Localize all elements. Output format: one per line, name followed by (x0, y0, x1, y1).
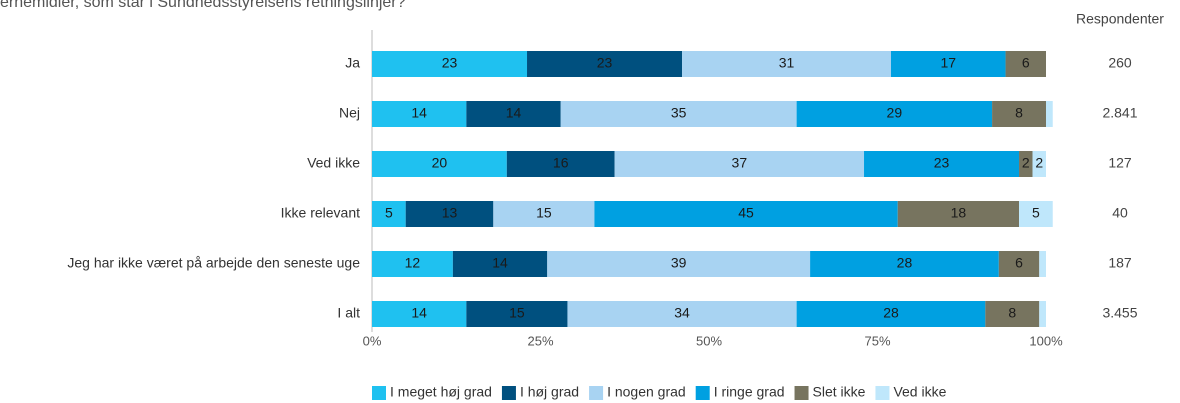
category-label: Jeg har ikke været på arbejde den senest… (67, 255, 360, 271)
bar-segment (466, 301, 568, 327)
legend-label: I nogen grad (607, 384, 686, 400)
x-tick-label: 50% (696, 333, 722, 348)
bar-segment (1005, 51, 1046, 77)
data-label: 23 (442, 55, 458, 71)
data-label: 20 (432, 155, 448, 171)
bar-segment (1019, 201, 1053, 227)
bar-segment (372, 101, 467, 127)
bar-segment (506, 151, 615, 177)
bar-segment (1019, 151, 1033, 177)
respondents-value: 40 (1112, 205, 1128, 221)
data-label: 15 (536, 205, 552, 221)
data-label: 5 (1032, 205, 1040, 221)
bar-segment (1046, 101, 1053, 127)
data-label: 14 (492, 255, 508, 271)
bar-segment (1032, 151, 1046, 177)
legend-label: I meget høj grad (390, 384, 492, 400)
bar-segment (897, 201, 1020, 227)
data-label: 28 (897, 255, 913, 271)
bar-segment (493, 201, 595, 227)
data-label: 29 (887, 105, 903, 121)
data-label: 39 (671, 255, 687, 271)
legend-label: Ved ikke (893, 384, 946, 400)
data-label: 8 (1008, 305, 1016, 321)
bar-segment (992, 101, 1046, 127)
category-label: I alt (337, 305, 360, 321)
bar-segment (985, 301, 1040, 327)
data-label: 14 (411, 305, 427, 321)
data-label: 15 (509, 305, 525, 321)
bar-segment (614, 151, 865, 177)
data-label: 12 (405, 255, 421, 271)
legend-label: I høj grad (520, 384, 579, 400)
data-label: 18 (951, 205, 967, 221)
bar-segment (594, 201, 898, 227)
legend-swatch (501, 386, 516, 400)
bar-segment (547, 251, 811, 277)
x-tick-label: 75% (864, 333, 890, 348)
bar-segment (796, 101, 993, 127)
data-label: 17 (940, 55, 956, 71)
bar-segment (998, 251, 1040, 277)
bar-segment (1039, 251, 1046, 277)
respondents-value: 3.455 (1102, 305, 1137, 321)
respondents-value: 260 (1108, 55, 1132, 71)
legend-label: I ringe grad (714, 384, 785, 400)
data-label: 2 (1035, 155, 1043, 171)
category-label: Ved ikke (307, 155, 360, 171)
bar-segment (527, 51, 683, 77)
bar-segment (405, 201, 494, 227)
bar-segment (372, 51, 528, 77)
legend-swatch (372, 386, 386, 400)
data-label: 37 (732, 155, 748, 171)
respondents-value: 187 (1108, 255, 1132, 271)
data-label: 23 (597, 55, 613, 71)
bar-segment (567, 301, 797, 327)
data-label: 5 (385, 205, 393, 221)
x-tick-label: 0% (363, 333, 382, 348)
data-label: 23 (934, 155, 950, 171)
category-label: Ja (345, 55, 360, 71)
bar-segment (1039, 301, 1046, 327)
x-tick-label: 25% (527, 333, 553, 348)
bar-segment (864, 151, 1020, 177)
legend-swatch (695, 386, 710, 400)
chart-title: ernemidler, som står i Sundhedsstyrelsen… (0, 0, 406, 11)
data-label: 6 (1015, 255, 1023, 271)
bar-segment (560, 101, 797, 127)
bar-segment (810, 251, 999, 277)
legend-label: Slet ikke (813, 384, 866, 400)
data-label: 34 (674, 305, 690, 321)
data-label: 13 (442, 205, 458, 221)
data-label: 35 (671, 105, 687, 121)
data-label: 31 (779, 55, 795, 71)
bar-segment (890, 51, 1006, 77)
category-label: Ikke relevant (281, 205, 360, 221)
data-label: 8 (1015, 105, 1023, 121)
data-label: 6 (1022, 55, 1030, 71)
legend-swatch (589, 386, 604, 400)
bar-segment (372, 301, 467, 327)
bar-segment (466, 101, 561, 127)
respondents-header: Respondenter (1076, 11, 1164, 27)
bar-segment (372, 201, 406, 227)
respondents-value: 127 (1108, 155, 1132, 171)
data-label: 45 (738, 205, 754, 221)
data-label: 16 (553, 155, 569, 171)
bar-segment (796, 301, 986, 327)
data-label: 14 (411, 105, 427, 121)
bar-segment (372, 251, 453, 277)
bar-segment (452, 251, 548, 277)
data-label: 14 (506, 105, 522, 121)
legend-swatch (794, 386, 809, 400)
data-label: 2 (1022, 155, 1030, 171)
bar-segment (372, 151, 507, 177)
respondents-value: 2.841 (1102, 105, 1137, 121)
category-label: Nej (339, 105, 360, 121)
data-label: 28 (883, 305, 899, 321)
legend-swatch (875, 386, 890, 400)
x-tick-label: 100% (1029, 333, 1063, 348)
bar-segment (682, 51, 891, 77)
